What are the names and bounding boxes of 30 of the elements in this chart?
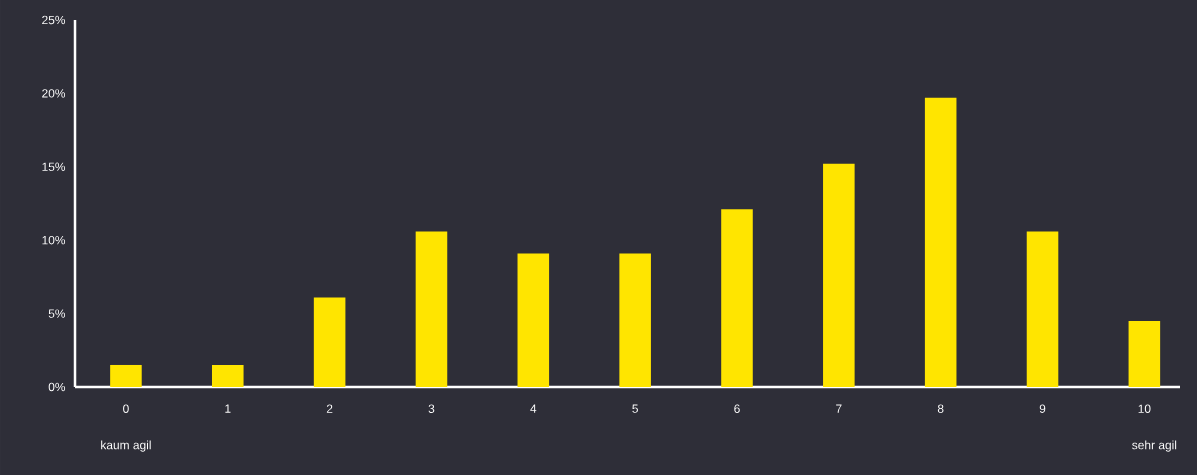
x-tick-label: 10 <box>1138 404 1151 413</box>
y-tick-label: 20% <box>42 89 66 98</box>
bar <box>211 364 244 387</box>
bar <box>823 163 855 387</box>
text: kaum agil <box>101 440 151 452</box>
x-tick-label: 4 <box>530 404 537 413</box>
text: sehr agil <box>1132 440 1177 452</box>
bar <box>517 253 550 387</box>
y-tick-label: 15% <box>42 162 66 171</box>
bar <box>924 97 957 387</box>
x-tick-label: 9 <box>1039 404 1046 413</box>
x-tick-label: 0 <box>123 404 129 413</box>
y-tick-label: 10% <box>42 235 66 245</box>
y-tick-label: 5% <box>48 309 66 318</box>
x-tick-label: 5 <box>632 404 638 413</box>
x-tick-label: 3 <box>428 404 435 413</box>
x-tick-label: 6 <box>734 404 740 413</box>
y-tick-label: 0% <box>48 382 66 392</box>
bar <box>619 253 651 387</box>
x-tick-label: 2 <box>326 404 333 413</box>
x-tick-label: 8 <box>937 404 944 413</box>
bar <box>1026 231 1059 387</box>
bar <box>1128 320 1161 387</box>
bar <box>415 231 448 387</box>
y-tick-label: 25% <box>42 15 66 25</box>
bar <box>313 297 346 387</box>
bar <box>721 209 753 387</box>
x-tick-label: 1 <box>225 404 231 413</box>
x-tick-label: 7 <box>836 404 842 413</box>
bar <box>110 364 142 387</box>
